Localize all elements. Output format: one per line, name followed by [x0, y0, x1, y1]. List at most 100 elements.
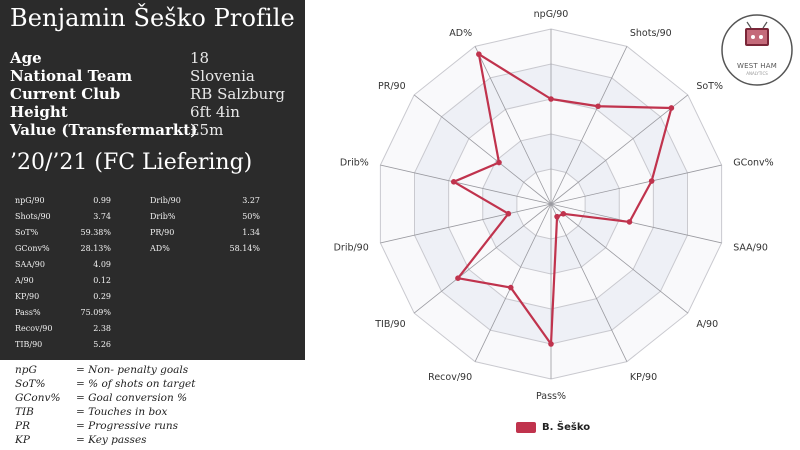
info-value: Slovenia	[190, 67, 255, 85]
radar-axis-line	[413, 203, 552, 314]
stat-value: 0.12	[93, 276, 111, 285]
radar-axis-line	[380, 164, 552, 205]
stat-label: TIB/90	[15, 340, 43, 349]
key-definition: = Progressive runs	[76, 420, 179, 432]
stat-row: PR/90 1.34	[150, 227, 260, 239]
stat-label: KP/90	[15, 292, 40, 301]
radar-axis-line	[550, 203, 722, 244]
radar-axis-labels: npG/90 Shots/90 SoT% GConv% SAA/90 A/90 KP/90 P…	[334, 9, 774, 402]
key-definition: = % of shots on target	[76, 378, 196, 390]
stat-row: SoT% 59.38%	[15, 227, 111, 239]
stat-value: 58.14%	[229, 244, 260, 253]
radar-axis-line	[380, 203, 552, 244]
stat-value: 5.26	[93, 340, 111, 349]
info-label: Age	[10, 49, 42, 67]
stat-value: 59.38%	[80, 228, 111, 237]
radar-axis-line	[550, 94, 689, 205]
info-value: 6ft 4in	[190, 103, 240, 121]
radar-axis-line	[413, 94, 552, 205]
stat-label: SoT%	[15, 228, 39, 237]
stat-label: Shots/90	[15, 212, 51, 221]
series-point	[595, 103, 601, 110]
key-definition: = Key passes	[76, 434, 147, 446]
info-row-national-team: National Team Slovenia	[10, 67, 300, 85]
key-definition: = Touches in box	[76, 406, 168, 418]
radar-axis-line	[550, 46, 628, 205]
series-point	[626, 219, 633, 225]
stat-row: SAA/90 4.09	[15, 259, 111, 271]
key-abbr: KP	[15, 434, 30, 446]
stat-value: 3.74	[93, 212, 111, 221]
series-point	[548, 96, 554, 102]
stat-row: Shots/90 3.74	[15, 211, 111, 223]
axis-label: KP/90	[630, 372, 657, 383]
series-point	[450, 179, 457, 185]
stat-row: npG/90 0.99	[15, 195, 111, 207]
stat-label: Drib/90	[150, 196, 181, 205]
axis-label: SAA/90	[733, 243, 768, 254]
stat-value: 28.13%	[80, 244, 111, 253]
stat-row: AD% 58.14%	[150, 243, 260, 255]
stat-row: Recov/90 2.38	[15, 323, 111, 335]
radar-axis-line	[550, 203, 628, 362]
radar-axis-line	[550, 164, 722, 205]
stat-row: KP/90 0.29	[15, 291, 111, 303]
key-abbr: PR	[15, 420, 30, 432]
series-point	[476, 51, 482, 58]
stat-row: Drib/90 3.27	[150, 195, 260, 207]
info-row-age: Age 18	[10, 49, 300, 67]
series-point	[455, 275, 461, 281]
axis-label: npG/90	[534, 9, 569, 20]
axis-label: TIB/90	[374, 319, 405, 330]
stat-label: SAA/90	[15, 260, 45, 269]
stat-value: 4.09	[93, 260, 111, 269]
legend-swatch	[516, 422, 536, 433]
radar-axes	[380, 29, 722, 379]
series-point	[668, 105, 675, 111]
radar-series	[450, 51, 675, 347]
series-point	[507, 284, 514, 291]
stat-label: Drib%	[150, 212, 176, 221]
axis-label: AD%	[449, 28, 472, 39]
stat-value: 3.27	[242, 196, 260, 205]
info-label: Current Club	[10, 85, 121, 103]
axis-label: SoT%	[696, 81, 723, 92]
stat-label: PR/90	[150, 228, 175, 237]
series-point	[548, 341, 554, 347]
key-definition: = Non- penalty goals	[76, 364, 189, 376]
series-point	[648, 178, 655, 184]
info-value: 18	[190, 49, 210, 67]
axis-label: Drib%	[340, 157, 369, 168]
key-abbr: TIB	[15, 406, 34, 418]
stat-label: Pass%	[15, 308, 41, 317]
stat-row: Pass% 75.09%	[15, 307, 111, 319]
season-title: ’20/’21 (FC Liefering)	[10, 150, 253, 175]
info-label: Value (Transfermarkt)	[10, 121, 198, 139]
info-row-height: Height 6ft 4in	[10, 103, 300, 121]
profile-title: Benjamin Šeško Profile	[10, 4, 295, 32]
abbreviation-key: npG = Non- penalty goals SoT% = % of shots…	[15, 363, 305, 448]
axis-label: A/90	[696, 319, 718, 330]
stat-value: 0.99	[93, 196, 111, 205]
axis-label: Pass%	[536, 391, 566, 402]
info-row-value: Value (Transfermarkt) £5m	[10, 121, 300, 139]
info-label: National Team	[10, 67, 133, 85]
legend-label: B. Šeško	[542, 422, 591, 433]
radar-axis-line	[474, 46, 552, 205]
stat-value: 0.29	[93, 292, 111, 301]
key-abbr: npG	[15, 364, 37, 376]
stat-value: 75.09%	[80, 308, 111, 317]
stat-label: A/90	[15, 276, 34, 285]
stat-label: GConv%	[15, 244, 50, 253]
series-point	[505, 210, 512, 217]
axis-label: Recov/90	[428, 372, 472, 383]
key-abbr: SoT%	[15, 378, 46, 390]
radar-chart: npG/90 Shots/90 SoT% GConv% SAA/90 A/90 KP/90 P…	[334, 9, 774, 402]
stat-value: 50%	[242, 212, 260, 221]
stat-row: TIB/90 5.26	[15, 339, 111, 351]
stat-label: AD%	[150, 244, 170, 253]
series-point	[496, 159, 502, 166]
stat-value: 1.34	[242, 228, 260, 237]
info-value: £5m	[190, 121, 224, 139]
info-label: Height	[10, 103, 68, 121]
